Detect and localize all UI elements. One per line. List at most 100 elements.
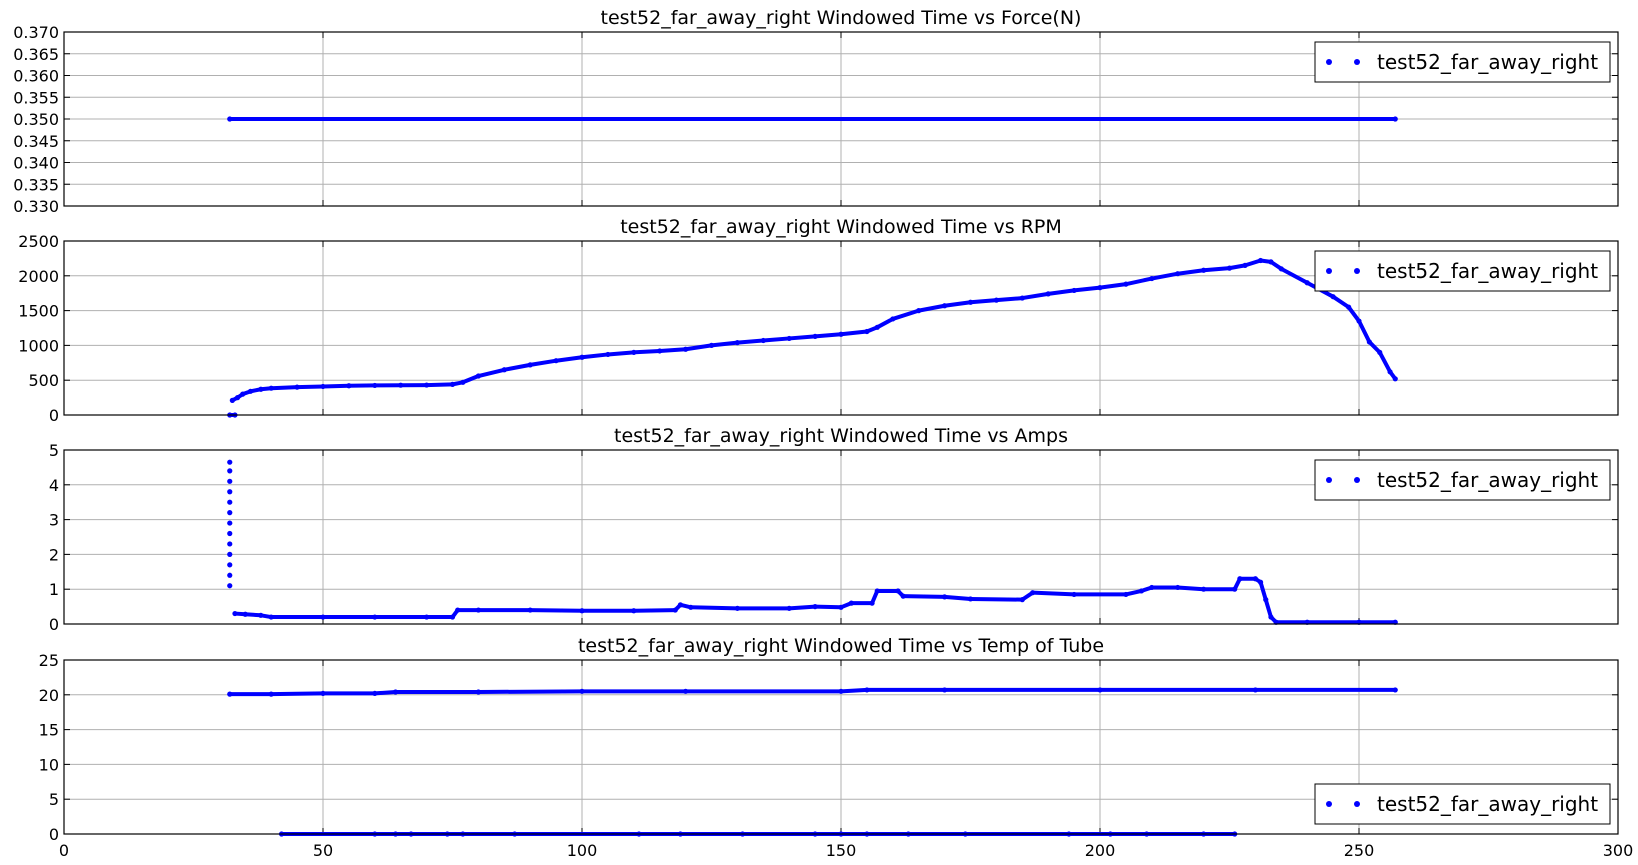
series-segment: [870, 588, 880, 606]
data-point: [227, 520, 233, 526]
series-segment: [1279, 266, 1310, 285]
series-segment: [994, 296, 1025, 303]
series-segment: [580, 352, 610, 360]
y-tick-label: 0.360: [13, 67, 59, 86]
series-segment: [295, 384, 325, 390]
series-segment: [1201, 266, 1232, 273]
series-segment: [1377, 350, 1393, 374]
x-tick-label: 100: [567, 841, 598, 860]
series-segment: [1227, 263, 1248, 271]
series-segment: [1072, 285, 1102, 293]
y-tick-label: 5: [49, 441, 59, 460]
data-point: [227, 562, 233, 568]
series-segment: [269, 385, 300, 391]
y-tick-label: 2000: [18, 267, 59, 286]
series-segment: [460, 374, 481, 385]
series-segment: [761, 336, 792, 343]
series-segment: [605, 350, 636, 357]
y-tick-label: 0: [49, 406, 59, 425]
series-segment: [1331, 294, 1351, 310]
x-tick-label: 50: [313, 841, 333, 860]
data-point: [227, 530, 233, 537]
x-tick-label: 200: [1085, 841, 1116, 860]
y-tick-label: 3: [49, 511, 59, 530]
series-segment: [735, 338, 766, 345]
series-segment: [901, 594, 947, 599]
series-segment: [502, 362, 533, 372]
subplot-title: test52_far_away_right Windowed Time vs R…: [620, 216, 1062, 238]
subplot-4: test52_far_away_right Windowed Time vs T…: [39, 635, 1634, 860]
series-segment: [839, 687, 869, 694]
series-segment: [476, 689, 584, 695]
series-test52_far_away_right: [227, 459, 1398, 625]
y-tick-label: 1: [49, 580, 59, 599]
x-tick-label: 0: [59, 841, 69, 860]
series-segment: [1388, 369, 1398, 381]
x-tick-label: 150: [826, 841, 857, 860]
y-tick-label: 0.330: [13, 197, 59, 216]
series-segment: [683, 343, 714, 352]
legend: test52_far_away_right: [1314, 41, 1611, 83]
y-tick-label: 500: [28, 371, 59, 390]
series-segment: [1357, 319, 1372, 344]
series-segment: [709, 340, 740, 348]
series-segment: [1123, 588, 1144, 597]
series-segment: [528, 608, 584, 613]
series-segment: [890, 308, 921, 321]
series-segment: [631, 608, 678, 613]
series-segment: [1346, 305, 1361, 324]
y-tick-label: 10: [39, 755, 59, 774]
y-tick-label: 20: [39, 686, 59, 705]
data-point: [227, 459, 233, 465]
subplot-1: test52_far_away_right Windowed Time vs F…: [13, 7, 1619, 216]
legend: test52_far_away_right: [1314, 783, 1611, 825]
legend-marker: [1354, 801, 1360, 807]
series-segment: [372, 690, 398, 696]
y-tick-label: 1000: [18, 336, 59, 355]
y-tick-label: 0: [49, 825, 59, 844]
series-segment: [657, 347, 688, 353]
data-point: [227, 478, 233, 484]
series-segment: [1258, 580, 1268, 602]
series-segment: [813, 604, 843, 610]
y-tick-label: 0.365: [13, 45, 59, 64]
series-segment: [1263, 597, 1273, 620]
data-point: [227, 499, 233, 505]
series-segment: [1098, 282, 1128, 290]
y-tick-label: 15: [39, 721, 59, 740]
data-point: [227, 510, 233, 516]
subplot-2: test52_far_away_right Windowed Time vs R…: [18, 216, 1619, 425]
series-segment: [424, 382, 455, 388]
series-segment: [1175, 585, 1206, 592]
legend-marker: [1326, 268, 1332, 274]
y-tick-label: 2: [49, 545, 59, 564]
series-segment: [813, 332, 843, 339]
series-segment: [1367, 339, 1382, 355]
subplot-title: test52_far_away_right Windowed Time vs T…: [578, 635, 1104, 657]
y-tick-label: 0.355: [13, 88, 59, 107]
data-point: [227, 468, 233, 474]
y-tick-label: 2500: [18, 232, 59, 251]
legend: test52_far_away_right: [1314, 250, 1611, 292]
series-segment: [1030, 590, 1077, 597]
series-segment: [942, 594, 973, 601]
legend: test52_far_away_right: [1314, 459, 1611, 501]
data-point: [227, 583, 233, 589]
y-tick-label: 0.340: [13, 154, 59, 173]
subplot-title: test52_far_away_right Windowed Time vs A…: [614, 425, 1068, 447]
axes-frame: [63, 240, 1619, 416]
y-tick-label: 0.345: [13, 132, 59, 151]
subplot-3: test52_far_away_right Windowed Time vs A…: [49, 425, 1619, 634]
legend-label: test52_far_away_right: [1377, 50, 1598, 74]
series-segment: [243, 612, 263, 618]
x-tick-label: 300: [1603, 841, 1634, 860]
series-segment: [968, 298, 999, 305]
series-segment: [269, 691, 325, 697]
series-test52_far_away_right: [227, 687, 1398, 837]
data-point: [227, 572, 233, 578]
series-segment: [787, 604, 818, 611]
y-tick-label: 4: [49, 476, 59, 495]
legend-label: test52_far_away_right: [1377, 259, 1598, 283]
subplot-title: test52_far_away_right Windowed Time vs F…: [601, 7, 1082, 29]
